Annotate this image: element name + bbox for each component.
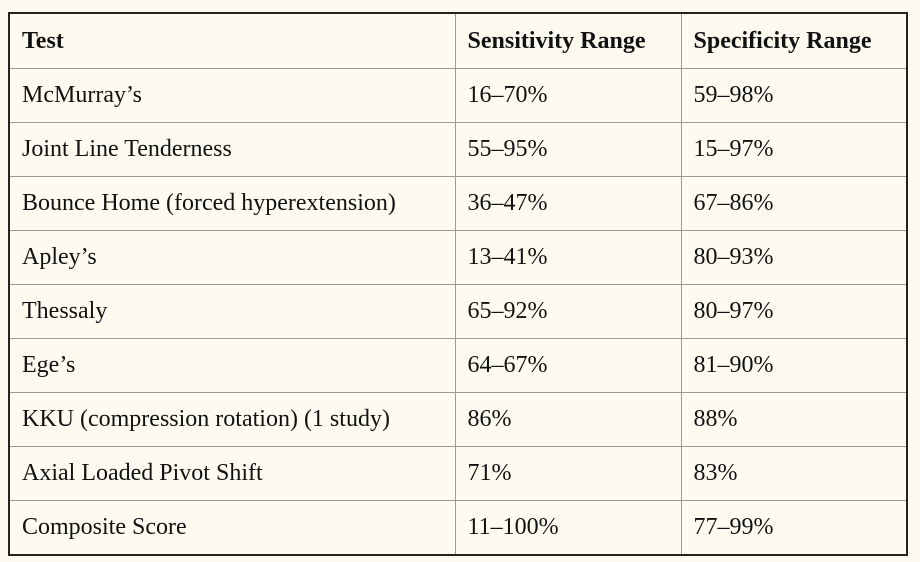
specificity-cell: 15–97%	[680, 122, 908, 177]
specificity-cell: 80–93%	[680, 230, 908, 285]
table-row: Composite Score 11–100% 77–99%	[8, 500, 908, 556]
test-name-cell: Joint Line Tenderness	[8, 122, 456, 177]
specificity-cell: 80–97%	[680, 284, 908, 339]
table-body: McMurray’s 16–70% 59–98% Joint Line Tend…	[8, 68, 908, 556]
sensitivity-cell: 65–92%	[454, 284, 682, 339]
test-accuracy-table: Test Sensitivity Range Specificity Range…	[8, 12, 908, 556]
header-sensitivity-range: Sensitivity Range	[454, 12, 682, 69]
test-name-cell: Composite Score	[8, 500, 456, 556]
test-name-cell: KKU (compression rotation) (1 study)	[8, 392, 456, 447]
table-row: KKU (compression rotation) (1 study) 86%…	[8, 392, 908, 447]
sensitivity-cell: 16–70%	[454, 68, 682, 123]
sensitivity-cell: 11–100%	[454, 500, 682, 556]
sensitivity-cell: 36–47%	[454, 176, 682, 231]
sensitivity-cell: 13–41%	[454, 230, 682, 285]
header-test: Test	[8, 12, 456, 69]
sensitivity-cell: 71%	[454, 446, 682, 501]
header-row: Test Sensitivity Range Specificity Range	[8, 12, 908, 69]
test-name-cell: Apley’s	[8, 230, 456, 285]
test-name-cell: Bounce Home (forced hyperextension)	[8, 176, 456, 231]
test-name-cell: Axial Loaded Pivot Shift	[8, 446, 456, 501]
specificity-cell: 81–90%	[680, 338, 908, 393]
test-name-cell: McMurray’s	[8, 68, 456, 123]
sensitivity-cell: 64–67%	[454, 338, 682, 393]
test-name-cell: Ege’s	[8, 338, 456, 393]
specificity-cell: 59–98%	[680, 68, 908, 123]
table-container: Test Sensitivity Range Specificity Range…	[8, 12, 908, 556]
sensitivity-cell: 86%	[454, 392, 682, 447]
specificity-cell: 77–99%	[680, 500, 908, 556]
table-header: Test Sensitivity Range Specificity Range	[8, 12, 908, 69]
sensitivity-cell: 55–95%	[454, 122, 682, 177]
specificity-cell: 83%	[680, 446, 908, 501]
specificity-cell: 67–86%	[680, 176, 908, 231]
header-specificity-range: Specificity Range	[680, 12, 908, 69]
table-row: Axial Loaded Pivot Shift 71% 83%	[8, 446, 908, 501]
table-row: Thessaly 65–92% 80–97%	[8, 284, 908, 339]
test-name-cell: Thessaly	[8, 284, 456, 339]
table-row: Bounce Home (forced hyperextension) 36–4…	[8, 176, 908, 231]
table-row: Ege’s 64–67% 81–90%	[8, 338, 908, 393]
table-row: McMurray’s 16–70% 59–98%	[8, 68, 908, 123]
table-row: Joint Line Tenderness 55–95% 15–97%	[8, 122, 908, 177]
specificity-cell: 88%	[680, 392, 908, 447]
table-row: Apley’s 13–41% 80–93%	[8, 230, 908, 285]
